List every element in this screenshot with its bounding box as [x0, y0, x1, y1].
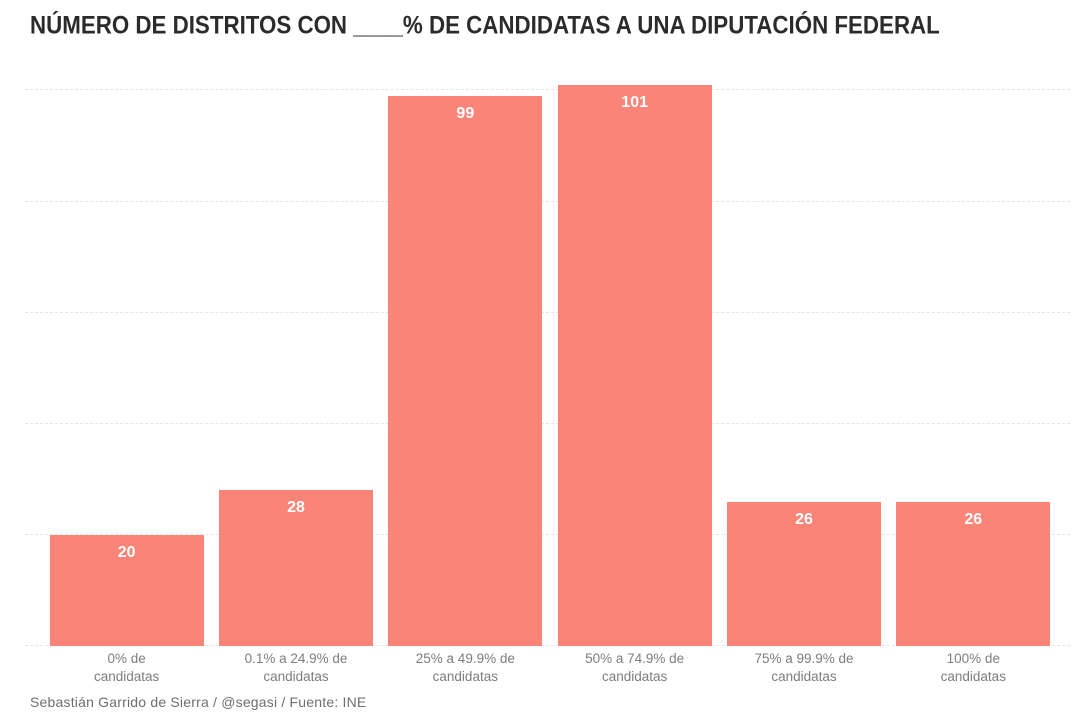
category-label-line: 75% a 99.9% de	[754, 651, 854, 666]
category-label: 25% a 49.9% de candidatas	[381, 650, 550, 686]
credit-line: Sebastián Garrido de Sierra / @segasi / …	[30, 694, 367, 710]
bar-slot: 99 25% a 49.9% de candidatas	[381, 56, 550, 684]
category-label-line: candidatas	[940, 669, 1006, 684]
gridline-40	[25, 422, 1070, 424]
category-label: 75% a 99.9% de candidatas	[719, 650, 888, 686]
category-label: 0.1% a 24.9% de candidatas	[211, 650, 380, 686]
bar: 99	[388, 96, 543, 646]
bar-value-label: 28	[287, 499, 305, 517]
category-label-line: candidatas	[263, 669, 329, 684]
category-label-line: candidatas	[432, 669, 498, 684]
category-label-line: 25% a 49.9% de	[415, 651, 515, 666]
bar-value-label: 99	[456, 105, 475, 122]
bar-value-label: 101	[621, 93, 648, 111]
bar: 28	[218, 490, 374, 646]
bar-value-label: 20	[117, 543, 136, 561]
chart-title: NÚMERO DE DISTRITOS CON ____% DE CANDIDA…	[30, 11, 940, 40]
gridline-20	[25, 533, 1070, 535]
bar: 101	[557, 84, 712, 646]
category-label-line: candidatas	[601, 669, 668, 684]
gridline-100	[25, 89, 1070, 91]
gridline-80	[25, 200, 1070, 202]
category-label-line: candidatas	[771, 669, 837, 684]
bar-slot: 20 0% de candidatas	[42, 56, 211, 684]
bar-slot: 28 0.1% a 24.9% de candidatas	[211, 56, 380, 684]
bar-slot: 26 100% de candidatas	[889, 56, 1058, 684]
bar: 20	[49, 534, 204, 646]
category-label-line: 0.1% a 24.9% de	[244, 651, 348, 666]
bar-slot: 26 75% a 99.9% de candidatas	[719, 56, 888, 684]
category-label: 0% de candidatas	[42, 650, 211, 686]
category-label-line: 50% a 74.9% de	[585, 651, 685, 666]
bars-container: 20 0% de candidatas 28 0.1% a 24.9% de candid…	[42, 56, 1058, 684]
bar-value-label: 26	[964, 510, 983, 528]
bar-slot: 101 50% a 74.9% de candidatas	[550, 56, 719, 684]
bar: 26	[726, 501, 882, 646]
gridlines	[25, 56, 1070, 646]
plot-area: 20 0% de candidatas 28 0.1% a 24.9% de candid…	[25, 56, 1070, 684]
category-label: 100% de candidatas	[889, 650, 1058, 686]
gridline-60	[25, 311, 1070, 313]
bar: 26	[896, 501, 1051, 646]
category-label: 50% a 74.9% de candidatas	[550, 650, 719, 686]
gridline-0	[25, 645, 1070, 646]
category-label-line: 0% de	[107, 651, 146, 666]
category-label-line: 100% de	[946, 651, 1000, 666]
bar-value-label: 26	[795, 510, 813, 528]
category-label-line: candidatas	[94, 669, 160, 684]
